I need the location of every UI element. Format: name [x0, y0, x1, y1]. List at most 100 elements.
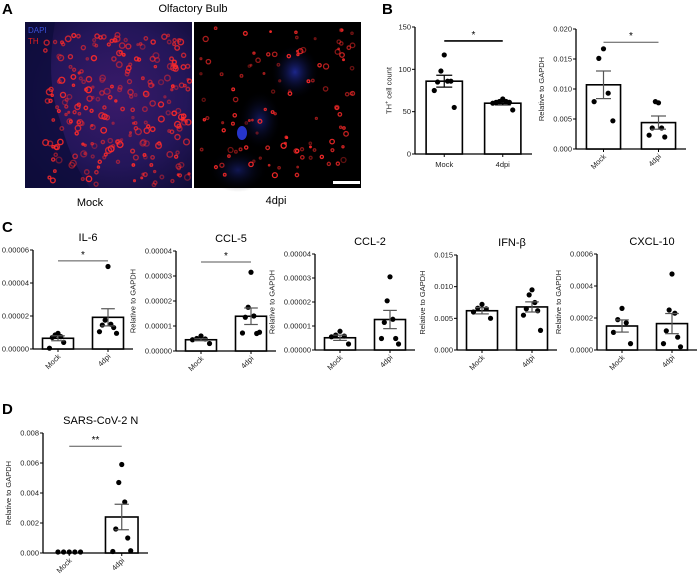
significance-marker: *	[629, 31, 633, 42]
y-axis-label: Relative to GAPDH	[129, 269, 138, 333]
panel-letter-b: B	[382, 1, 393, 18]
y-tick-label: 0.005	[553, 115, 572, 124]
data-point	[206, 340, 213, 347]
y-tick-label: 0.015	[434, 251, 453, 260]
chart-title: SARS-CoV-2 N	[63, 415, 138, 427]
significance-marker: **	[92, 435, 100, 446]
y-tick-label: 0.00001	[145, 322, 172, 331]
data-point	[677, 344, 684, 350]
data-point	[610, 329, 617, 335]
y-tick-label: 0.002	[20, 519, 39, 528]
significance-marker: *	[472, 30, 476, 41]
y-tick-label: 0.008	[20, 429, 39, 438]
data-point	[55, 549, 61, 555]
chart-ccl2: CCL-2 0.00000 0.00001 0.00002 0.00003 0.00004…	[268, 236, 415, 372]
data-point	[110, 548, 116, 555]
data-point	[448, 78, 454, 84]
y-tick-label: 0.00000	[284, 346, 311, 355]
data-point	[675, 334, 681, 340]
data-point	[72, 549, 78, 555]
data-point	[660, 341, 667, 347]
data-point	[649, 125, 655, 131]
data-point	[390, 316, 396, 322]
data-point	[328, 334, 335, 340]
data-point	[487, 315, 494, 321]
data-point	[239, 330, 246, 336]
data-point	[128, 548, 134, 554]
x-category-label: 4dpi	[647, 152, 664, 169]
y-tick-label: 0.0004	[570, 282, 593, 291]
data-point	[666, 307, 672, 313]
micrograph-4dpi	[194, 22, 361, 192]
y-tick-label: 0.005	[434, 314, 453, 323]
y-tick-label: 0.020	[553, 25, 572, 34]
data-point	[646, 132, 652, 138]
data-point	[102, 317, 108, 323]
significance-marker: *	[81, 250, 85, 261]
data-point	[341, 333, 347, 339]
data-point	[529, 287, 535, 293]
data-point	[393, 335, 399, 342]
chart-sars: SARS-CoV-2 N 0.000 0.002 0.004 0.006 0.008 Rel…	[4, 415, 148, 575]
data-point	[256, 329, 263, 335]
y-tick-label: 0.010	[434, 282, 453, 291]
data-point	[532, 299, 538, 306]
x-category-label: 4dpi	[96, 352, 113, 369]
data-point	[99, 322, 105, 328]
chart-ifnb: IFN-β 0.000 0.005 0.010 0.015 Relative to GAP…	[418, 237, 557, 372]
y-tick-label: 0.00004	[284, 250, 311, 259]
x-category-label: Mock	[607, 353, 626, 372]
x-category-label: Mock	[186, 354, 205, 373]
data-point	[378, 335, 385, 342]
data-point	[600, 46, 607, 52]
data-point	[125, 535, 131, 541]
data-point	[113, 526, 119, 532]
data-point	[537, 327, 544, 333]
data-point	[96, 329, 103, 335]
data-point	[198, 333, 204, 339]
chart-title: CXCL-10	[629, 236, 674, 248]
y-axis-label: Relative to GAPDH	[418, 270, 427, 334]
chart-cxcl10: CXCL-10 0.0000 0.0002 0.0004 0.0006 Relative …	[554, 236, 697, 372]
panel-letter-a: A	[2, 1, 13, 18]
data-point	[46, 345, 53, 351]
x-category-label: Mock	[467, 353, 486, 372]
data-point	[113, 330, 120, 336]
data-point	[506, 99, 512, 105]
data-point	[591, 99, 597, 105]
y-tick-label: 0.000	[553, 145, 572, 154]
legend-dapi: DAPI	[28, 26, 47, 35]
y-axis-label: Relative to GAPDH	[537, 57, 546, 121]
y-axis-label: Relative to GAPDH	[268, 270, 277, 334]
y-tick-label: 0.00006	[2, 246, 29, 255]
x-category-label: Mock	[435, 160, 453, 169]
y-tick-label: 0.00001	[284, 322, 311, 331]
data-point	[451, 104, 457, 111]
data-point	[523, 306, 529, 312]
panel-letter-d: D	[2, 401, 13, 418]
y-tick-label: 0.00000	[2, 345, 29, 354]
data-point	[479, 301, 485, 307]
data-point	[610, 118, 616, 124]
y-axis-label: Relative to GAPDH	[554, 270, 563, 334]
bar-4dpi	[483, 102, 522, 155]
x-category-label: 4dpi	[378, 353, 395, 370]
data-point	[345, 341, 352, 347]
chart-b1: 0 50 100 150 TH+ cell count Mock 4dpi *	[384, 23, 532, 169]
data-point	[669, 271, 675, 277]
x-category-label: 4dpi	[496, 160, 511, 169]
data-point	[242, 314, 248, 320]
chart-title: IL-6	[79, 232, 98, 244]
data-point	[116, 479, 122, 486]
chart-ccl5: CCL-5 0.00000 0.00001 0.00002 0.00003 0.00004…	[129, 233, 276, 373]
x-category-label: 4dpi	[110, 556, 127, 573]
data-point	[77, 549, 84, 555]
data-point	[61, 549, 67, 555]
chart-title: IFN-β	[498, 237, 526, 249]
y-tick-label: 0.0002	[570, 314, 593, 323]
bar-mock	[465, 309, 499, 351]
y-tick-label: 0.010	[553, 85, 572, 94]
bar-mock	[184, 338, 218, 352]
data-point	[251, 313, 257, 319]
y-tick-label: 0.006	[20, 459, 39, 468]
